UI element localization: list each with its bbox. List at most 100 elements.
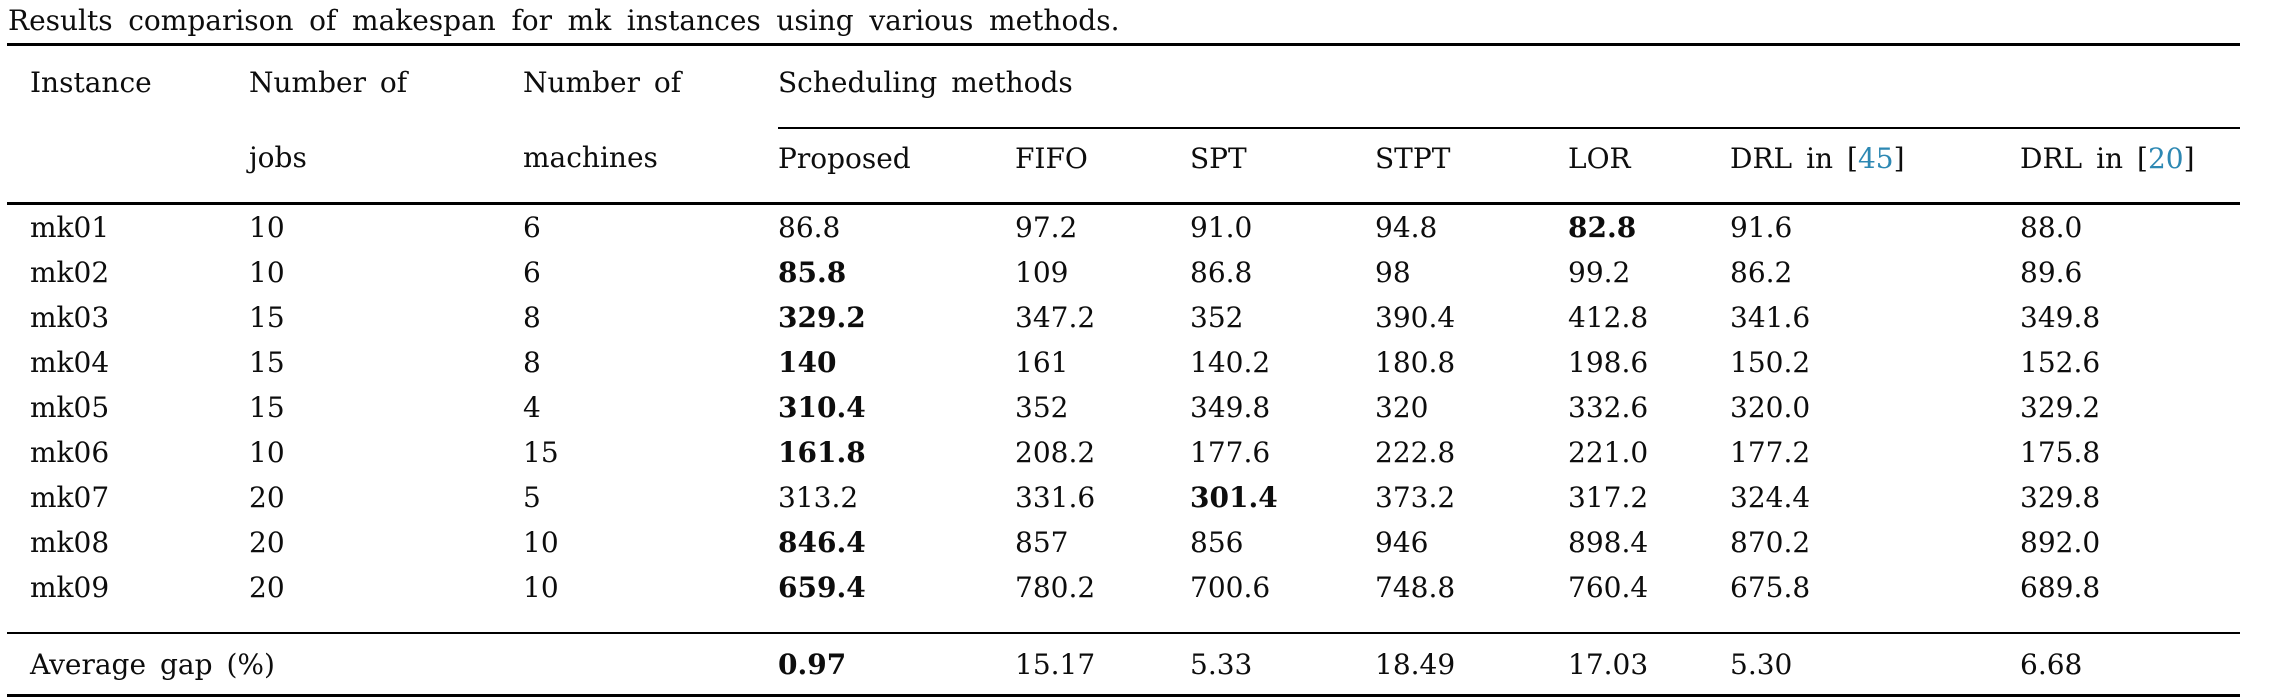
average-gap-value-cell: 15.17 bbox=[1015, 632, 1190, 696]
makespan-value-cell: 412.8 bbox=[1568, 301, 1649, 334]
makespan-value-cell: 82.8 bbox=[1568, 211, 1637, 244]
makespan-value-cell: 222.8 bbox=[1375, 436, 1456, 469]
makespan-value-cell: 140.2 bbox=[1190, 346, 1271, 379]
machines-cell: 15 bbox=[523, 436, 559, 469]
average-gap-value-cell: 5.33 bbox=[1190, 632, 1375, 696]
method-column-header: FIFO bbox=[1015, 128, 1190, 205]
makespan-value-cell: 175.8 bbox=[2020, 436, 2101, 469]
method-header-label: FIFO bbox=[1015, 142, 1088, 175]
method-column-header: STPT bbox=[1375, 128, 1568, 205]
makespan-value-cell: 946 bbox=[1375, 526, 1429, 559]
makespan-value-cell: 98 bbox=[1375, 256, 1411, 289]
makespan-value-cell: 329.2 bbox=[2020, 391, 2101, 424]
makespan-value-cell: 177.6 bbox=[1190, 436, 1271, 469]
method-header-label: SPT bbox=[1190, 142, 1247, 175]
makespan-value-cell: 675.8 bbox=[1730, 571, 1811, 604]
instance-cell: mk05 bbox=[30, 391, 110, 424]
makespan-value-cell: 109 bbox=[1015, 256, 1069, 289]
makespan-value-cell: 329.8 bbox=[2020, 481, 2101, 514]
makespan-value-cell: 208.2 bbox=[1015, 436, 1096, 469]
makespan-value-cell: 748.8 bbox=[1375, 571, 1456, 604]
average-gap-value-cell: 5.30 bbox=[1730, 632, 2020, 696]
makespan-value-cell: 780.2 bbox=[1015, 571, 1096, 604]
header-row-1: Instance Number of Number of Scheduling … bbox=[7, 44, 2241, 129]
citation-bracket: ] bbox=[1893, 142, 1905, 175]
jobs-cell: 10 bbox=[249, 211, 285, 244]
machines-cell: 10 bbox=[523, 526, 559, 559]
machines-cell: 10 bbox=[523, 571, 559, 604]
average-gap-label: Average gap (%) bbox=[7, 632, 778, 696]
makespan-value-cell: 898.4 bbox=[1568, 526, 1649, 559]
table-row: mk01 10 6 86.8 97.2 91.0 94.8 82.8 91.6 88.0 bbox=[7, 204, 2240, 251]
method-header-label: DRL in bbox=[1730, 142, 1834, 175]
makespan-value-cell: 86.8 bbox=[1190, 256, 1253, 289]
table-footer: Average gap (%) 0.97 15.17 5.33 18.49 17.03 5… bbox=[7, 632, 2241, 696]
citation-link[interactable]: 45 bbox=[1857, 142, 1894, 175]
table-row: mk03 15 8 329.2 347.2 352 390.4 412.8 341.6 349.8 bbox=[7, 295, 2240, 340]
makespan-value-cell: 857 bbox=[1015, 526, 1069, 559]
col-group-header-scheduling-methods: Scheduling methods bbox=[778, 44, 2241, 129]
makespan-value-cell: 310.4 bbox=[778, 391, 866, 424]
col-header-machines-line1: Number of bbox=[523, 66, 682, 99]
instance-cell: mk03 bbox=[30, 301, 110, 334]
citation-bracket: [ bbox=[1833, 142, 1858, 175]
makespan-value-cell: 856 bbox=[1190, 526, 1244, 559]
table-body: mk01 10 6 86.8 97.2 91.0 94.8 82.8 91.6 88.0 mk02 1… bbox=[7, 204, 2240, 634]
table-row: mk08 20 10 846.4 857 856 946 898.4 870.2 892.0 bbox=[7, 520, 2240, 565]
table-header: Instance Number of Number of Scheduling … bbox=[7, 44, 2241, 205]
method-header-label: DRL in bbox=[2020, 142, 2124, 175]
method-column-header: DRL in [20] bbox=[2020, 128, 2241, 205]
instance-cell: mk04 bbox=[30, 346, 110, 379]
makespan-value-cell: 349.8 bbox=[2020, 301, 2101, 334]
makespan-value-cell: 313.2 bbox=[778, 481, 859, 514]
makespan-value-cell: 892.0 bbox=[2020, 526, 2101, 559]
makespan-value-cell: 177.2 bbox=[1730, 436, 1811, 469]
makespan-value-cell: 161 bbox=[1015, 346, 1069, 379]
makespan-value-cell: 352 bbox=[1190, 301, 1244, 334]
jobs-cell: 10 bbox=[249, 256, 285, 289]
makespan-value-cell: 390.4 bbox=[1375, 301, 1456, 334]
table-row: mk05 15 4 310.4 352 349.8 320 332.6 320.0 329.2 bbox=[7, 385, 2240, 430]
jobs-cell: 15 bbox=[249, 346, 285, 379]
machines-cell: 4 bbox=[523, 391, 541, 424]
makespan-value-cell: 86.8 bbox=[778, 211, 841, 244]
instance-cell: mk09 bbox=[30, 571, 110, 604]
makespan-value-cell: 349.8 bbox=[1190, 391, 1271, 424]
col-header-jobs-line1: Number of bbox=[249, 66, 408, 99]
makespan-value-cell: 94.8 bbox=[1375, 211, 1438, 244]
makespan-value-cell: 320 bbox=[1375, 391, 1429, 424]
makespan-value-cell: 89.6 bbox=[2020, 256, 2083, 289]
instance-cell: mk01 bbox=[30, 211, 110, 244]
machines-cell: 8 bbox=[523, 346, 541, 379]
makespan-value-cell: 846.4 bbox=[778, 526, 866, 559]
makespan-value-cell: 352 bbox=[1015, 391, 1069, 424]
makespan-value-cell: 99.2 bbox=[1568, 256, 1631, 289]
jobs-cell: 20 bbox=[249, 526, 285, 559]
method-column-header: LOR bbox=[1568, 128, 1730, 205]
citation-link[interactable]: 20 bbox=[2147, 142, 2184, 175]
makespan-value-cell: 91.0 bbox=[1190, 211, 1253, 244]
citation-bracket: [ bbox=[2123, 142, 2148, 175]
makespan-value-cell: 329.2 bbox=[778, 301, 866, 334]
table-row: mk06 10 15 161.8 208.2 177.6 222.8 221.0 177.2 17… bbox=[7, 430, 2240, 475]
makespan-value-cell: 373.2 bbox=[1375, 481, 1456, 514]
table-caption: Results comparison of makespan for mk in… bbox=[8, 4, 1120, 37]
col-header-jobs-line2: jobs bbox=[249, 128, 523, 205]
method-header-label: Proposed bbox=[778, 142, 911, 175]
average-gap-value-cell: 0.97 bbox=[778, 632, 1015, 696]
average-gap-value-cell: 6.68 bbox=[2020, 632, 2241, 696]
jobs-cell: 20 bbox=[249, 571, 285, 604]
instance-cell: mk02 bbox=[30, 256, 110, 289]
makespan-value-cell: 331.6 bbox=[1015, 481, 1096, 514]
jobs-cell: 20 bbox=[249, 481, 285, 514]
makespan-value-cell: 324.4 bbox=[1730, 481, 1811, 514]
makespan-value-cell: 91.6 bbox=[1730, 211, 1793, 244]
header-row-2: jobs machines Proposed FIFO SPT STPT LOR DRL … bbox=[7, 128, 2241, 205]
makespan-value-cell: 85.8 bbox=[778, 256, 847, 289]
method-column-header: DRL in [45] bbox=[1730, 128, 2020, 205]
makespan-value-cell: 152.6 bbox=[2020, 346, 2101, 379]
makespan-value-cell: 221.0 bbox=[1568, 436, 1649, 469]
table-row: mk04 15 8 140 161 140.2 180.8 198.6 150.2 152.6 bbox=[7, 340, 2240, 385]
makespan-value-cell: 317.2 bbox=[1568, 481, 1649, 514]
